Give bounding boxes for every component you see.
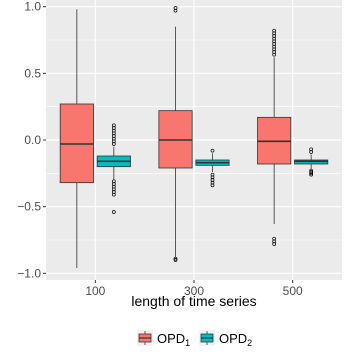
- outlier-point: [309, 147, 314, 152]
- box-2-100: [96, 123, 131, 214]
- box-2-300: [195, 148, 230, 188]
- y-tick-label: 1.0: [24, 0, 41, 14]
- legend: OPD1 OPD2: [137, 330, 252, 348]
- box-1-100: [59, 9, 94, 268]
- box-1-300: [158, 6, 193, 262]
- outlier-point: [111, 192, 116, 197]
- outlier-point: [111, 210, 116, 214]
- x-axis: 100 300 500: [85, 280, 303, 298]
- outlier-point: [309, 171, 314, 176]
- legend-item-1: OPD1: [137, 330, 190, 348]
- outlier-point: [173, 256, 178, 261]
- y-axis: −1.0 −0.5 0.0 0.5 1.0: [17, 0, 46, 280]
- x-tick-label: 100: [85, 284, 105, 298]
- outlier-point: [173, 6, 178, 10]
- outlier-point: [210, 148, 215, 153]
- x-tick-label: 300: [184, 284, 204, 298]
- legend-label: OPD1: [157, 331, 190, 348]
- outlier-point: [210, 183, 215, 188]
- x-tick-label: 500: [283, 284, 303, 298]
- major-gridlines: [46, 0, 342, 280]
- y-tick-label: −0.5: [17, 200, 41, 214]
- outlier-point: [272, 28, 277, 33]
- y-tick-label: 0.0: [24, 133, 41, 147]
- box-series: [59, 6, 329, 268]
- box-1-500: [257, 28, 292, 246]
- outlier-point: [309, 172, 314, 177]
- outlier-point: [111, 123, 116, 128]
- x-axis-title: length of time series: [131, 293, 256, 309]
- outlier-point: [272, 242, 277, 246]
- y-tick-label: −1.0: [17, 266, 41, 280]
- box-2-500: [294, 147, 329, 177]
- outlier-point: [173, 258, 178, 262]
- legend-item-2: OPD2: [199, 330, 252, 348]
- y-tick-label: 0.5: [24, 66, 41, 80]
- legend-label: OPD2: [219, 331, 252, 348]
